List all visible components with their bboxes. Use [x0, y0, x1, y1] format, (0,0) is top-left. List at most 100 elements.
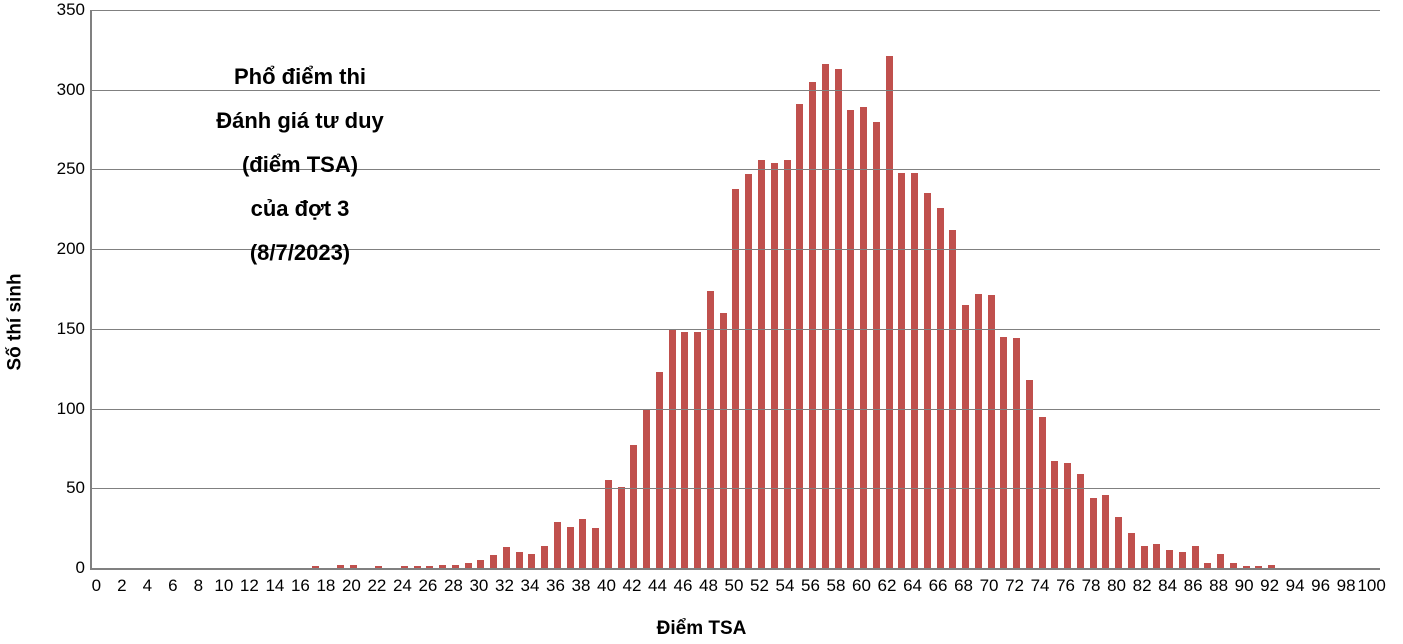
x-tick: 40 [597, 576, 616, 596]
bar [962, 305, 969, 568]
chart-title: Phổ điểm thi Đánh giá tư duy (điểm TSA) … [150, 55, 450, 275]
x-tick: 22 [367, 576, 386, 596]
x-tick: 70 [980, 576, 999, 596]
x-tick: 80 [1107, 576, 1126, 596]
x-tick: 6 [168, 576, 177, 596]
bar [1255, 566, 1262, 568]
bar [835, 69, 842, 568]
bar [312, 566, 319, 568]
y-tick: 100 [35, 399, 85, 419]
y-tick: 50 [35, 478, 85, 498]
x-tick: 94 [1286, 576, 1305, 596]
grid-line [92, 329, 1380, 330]
bar [745, 174, 752, 568]
x-tick: 30 [469, 576, 488, 596]
x-tick: 8 [194, 576, 203, 596]
bar [847, 110, 854, 568]
x-tick: 36 [546, 576, 565, 596]
x-tick: 66 [929, 576, 948, 596]
x-tick: 50 [725, 576, 744, 596]
x-tick: 96 [1311, 576, 1330, 596]
x-tick: 0 [92, 576, 101, 596]
bar [503, 547, 510, 568]
bar [490, 555, 497, 568]
bar [465, 563, 472, 568]
x-tick: 44 [648, 576, 667, 596]
x-tick: 92 [1260, 576, 1279, 596]
bar [426, 566, 433, 568]
y-tick: 200 [35, 239, 85, 259]
bar [1268, 565, 1275, 568]
bar [541, 546, 548, 568]
bar [350, 565, 357, 568]
histogram-chart: Số thí sinh Điểm TSA 0501001502002503003… [0, 0, 1403, 644]
bar [694, 332, 701, 568]
bar [567, 527, 574, 568]
bar [975, 294, 982, 568]
x-tick: 72 [1005, 576, 1024, 596]
x-tick: 34 [520, 576, 539, 596]
x-tick: 56 [801, 576, 820, 596]
bar [452, 565, 459, 568]
x-tick: 2 [117, 576, 126, 596]
bar [1192, 546, 1199, 568]
bar [822, 64, 829, 568]
x-tick: 82 [1133, 576, 1152, 596]
x-axis-label: Điểm TSA [657, 618, 747, 640]
x-tick: 64 [903, 576, 922, 596]
bar [988, 295, 995, 568]
x-tick: 48 [699, 576, 718, 596]
x-tick: 32 [495, 576, 514, 596]
bar [1115, 517, 1122, 568]
title-line-3: (điểm TSA) [150, 143, 450, 187]
x-tick: 26 [418, 576, 437, 596]
x-tick: 16 [291, 576, 310, 596]
bar [732, 189, 739, 568]
x-tick: 74 [1031, 576, 1050, 596]
bar [401, 566, 408, 568]
x-tick: 98 [1337, 576, 1356, 596]
bar [1141, 546, 1148, 568]
x-tick: 18 [316, 576, 335, 596]
bar [1013, 338, 1020, 568]
bar [579, 519, 586, 568]
bar [554, 522, 561, 568]
bar [1166, 550, 1173, 568]
y-tick: 150 [35, 319, 85, 339]
x-tick: 42 [623, 576, 642, 596]
x-tick: 84 [1158, 576, 1177, 596]
y-tick: 300 [35, 80, 85, 100]
bar [911, 173, 918, 568]
title-line-4: của đợt 3 [150, 187, 450, 231]
title-line-1: Phổ điểm thi [150, 55, 450, 99]
x-tick: 12 [240, 576, 259, 596]
bar [414, 566, 421, 568]
grid-line [92, 10, 1380, 11]
bar [1128, 533, 1135, 568]
x-tick: 28 [444, 576, 463, 596]
title-line-5: (8/7/2023) [150, 231, 450, 275]
x-tick: 88 [1209, 576, 1228, 596]
bar [1000, 337, 1007, 568]
x-tick: 14 [265, 576, 284, 596]
grid-line [92, 409, 1380, 410]
x-tick: 20 [342, 576, 361, 596]
bar [1064, 463, 1071, 568]
bar [630, 445, 637, 568]
x-tick: 60 [852, 576, 871, 596]
x-tick: 68 [954, 576, 973, 596]
bar [605, 480, 612, 568]
bar [375, 566, 382, 568]
bar [707, 291, 714, 568]
bar [681, 332, 688, 568]
bar [720, 313, 727, 568]
bar [1230, 563, 1237, 568]
x-tick: 52 [750, 576, 769, 596]
bar [528, 554, 535, 568]
bar [1090, 498, 1097, 568]
bar [784, 160, 791, 568]
bar [873, 122, 880, 568]
x-tick: 54 [776, 576, 795, 596]
bar [592, 528, 599, 568]
x-tick: 90 [1235, 576, 1254, 596]
